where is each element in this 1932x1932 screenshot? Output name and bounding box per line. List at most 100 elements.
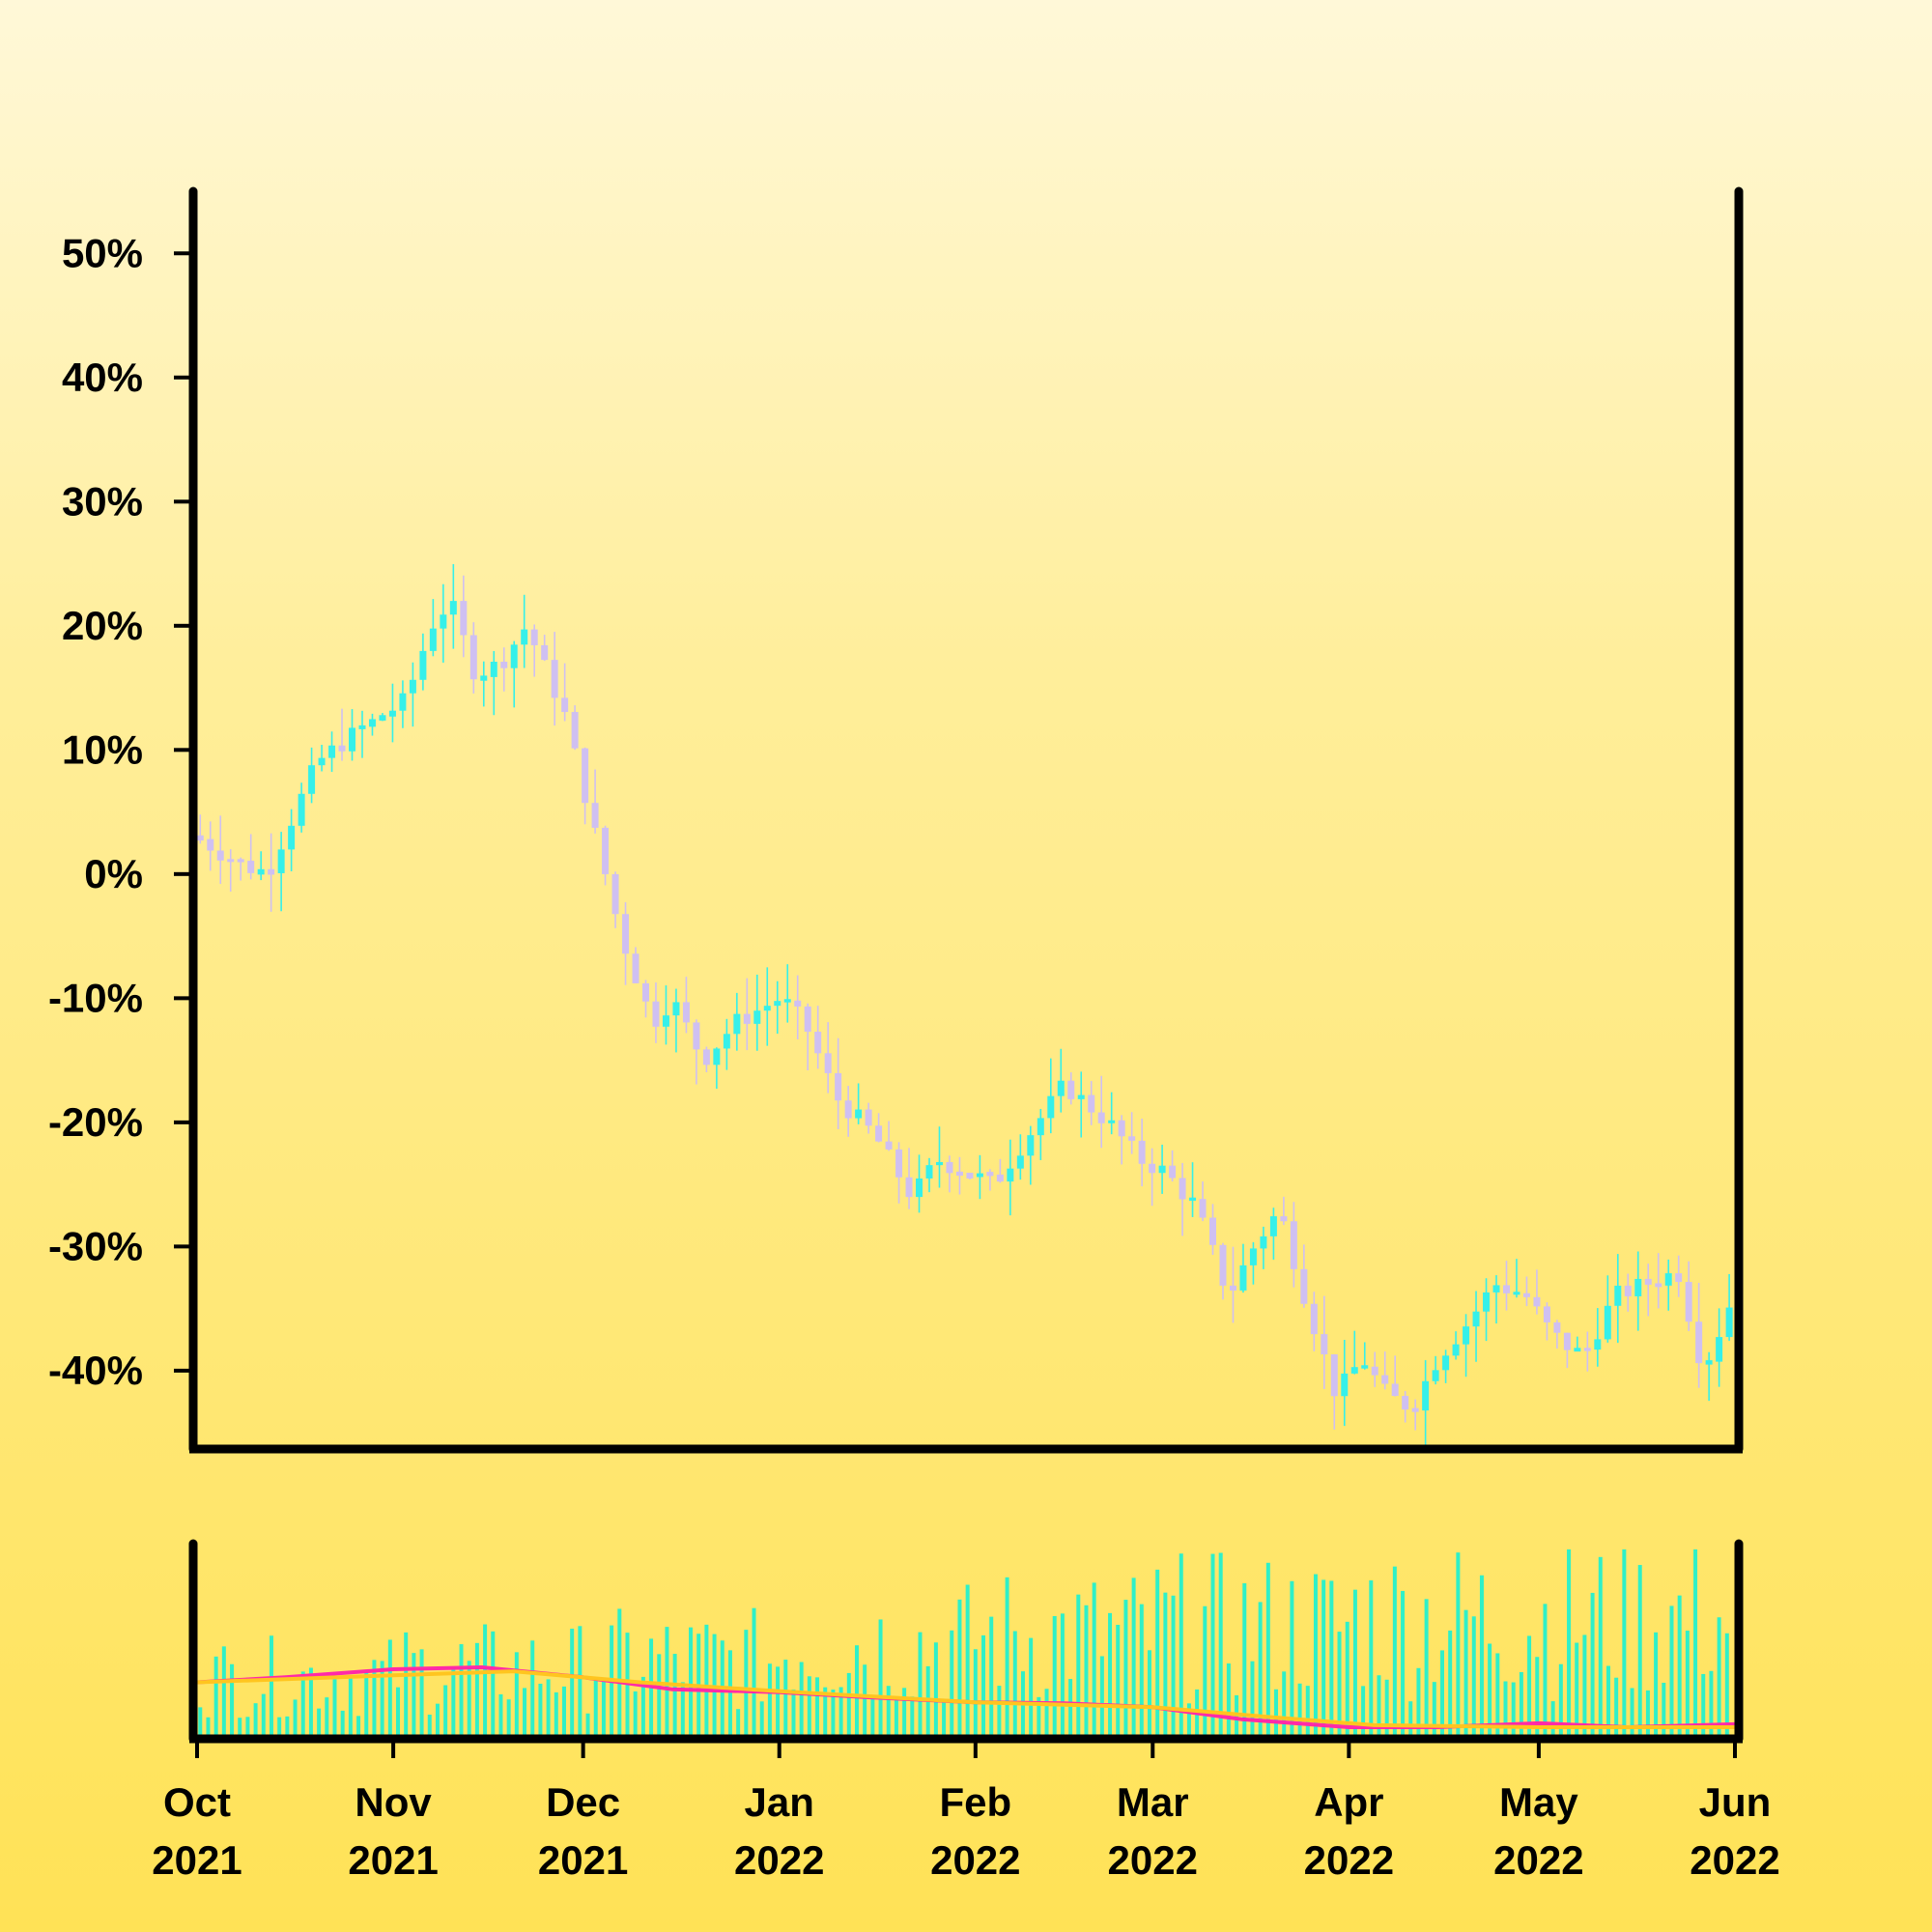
candle-body	[561, 697, 569, 713]
candle-body	[521, 629, 528, 645]
volume-bar	[1345, 1621, 1350, 1735]
volume-bar	[854, 1645, 859, 1735]
candle-body	[1574, 1348, 1581, 1352]
volume-bar	[340, 1710, 345, 1735]
volume-bar	[570, 1628, 575, 1735]
volume-bar	[846, 1672, 851, 1735]
volume-bar	[1669, 1605, 1674, 1735]
volume-bar	[799, 1662, 804, 1735]
candle-body	[1249, 1248, 1257, 1265]
volume-bar	[435, 1703, 440, 1735]
candle-body	[824, 1053, 832, 1073]
volume-bar	[1377, 1675, 1381, 1735]
volume-bar	[870, 1694, 875, 1735]
volume-bar	[1203, 1605, 1208, 1735]
y-tick-label: 0%	[84, 851, 143, 896]
price-panel: 50% 40% 30% 20% 10% 0% -10% -20% -30% -40%	[48, 186, 1744, 1454]
candle-body	[1583, 1348, 1591, 1351]
candle-body	[1695, 1321, 1703, 1364]
candle-body	[388, 710, 396, 717]
candle-body	[277, 849, 285, 873]
x-tick-label-year: 2022	[1108, 1837, 1198, 1883]
candle-body	[1432, 1370, 1439, 1381]
candle-body	[814, 1031, 822, 1054]
candle-body	[358, 724, 366, 729]
x-tick-label-year: 2022	[1304, 1837, 1394, 1883]
candle-body	[1604, 1305, 1611, 1340]
x-tick-label-year: 2022	[1493, 1837, 1583, 1883]
candle-body	[835, 1072, 842, 1101]
candle-body	[530, 629, 538, 645]
candle-body	[622, 914, 630, 954]
candle-body	[399, 693, 407, 711]
volume-bar	[1361, 1686, 1366, 1735]
volume-bar	[269, 1635, 273, 1735]
candle-body	[460, 601, 468, 636]
volume-bar	[451, 1667, 456, 1735]
candle-body	[895, 1149, 903, 1178]
volume-bar	[1155, 1569, 1160, 1735]
volume-bar	[1637, 1565, 1642, 1735]
volume-bar	[640, 1676, 645, 1735]
candle-body	[1149, 1163, 1156, 1174]
volume-bar	[1685, 1631, 1690, 1735]
volume-bar	[245, 1717, 250, 1735]
volume-bar	[1645, 1690, 1650, 1735]
volume-bar	[752, 1607, 756, 1735]
volume-bar	[902, 1688, 907, 1735]
volume-bar	[689, 1627, 694, 1735]
candle-body	[783, 999, 791, 1003]
volume-bar	[308, 1667, 313, 1735]
volume-bar	[1575, 1642, 1579, 1735]
candle-body	[1634, 1278, 1642, 1296]
volume-bar	[1171, 1595, 1176, 1735]
candlestick-series	[196, 563, 1733, 1445]
candle-body	[1341, 1373, 1349, 1397]
candle-body	[1513, 1292, 1520, 1295]
candle-body	[935, 1161, 943, 1166]
volume-bar	[1439, 1650, 1444, 1735]
candle-body	[1037, 1118, 1044, 1136]
volume-bar	[198, 1707, 203, 1735]
volume-bar	[1250, 1661, 1255, 1735]
volume-bar	[894, 1699, 898, 1735]
candle-body	[1502, 1285, 1510, 1293]
candle-body	[733, 1013, 741, 1035]
volume-bar	[1123, 1600, 1128, 1735]
x-tick-label-year: 2022	[734, 1837, 824, 1883]
volume-bar	[886, 1686, 891, 1735]
candle-body	[1047, 1095, 1055, 1119]
volume-bar	[1029, 1637, 1034, 1735]
volume-bar	[767, 1663, 772, 1735]
candle-body	[1472, 1311, 1480, 1327]
volume-bar	[1329, 1580, 1334, 1735]
candle-body	[1492, 1285, 1500, 1293]
volume-bar	[736, 1709, 741, 1735]
volume-bar	[285, 1716, 290, 1735]
volume-bar	[657, 1654, 662, 1735]
volume-bar	[293, 1699, 298, 1735]
volume-bar	[238, 1718, 242, 1735]
candle-body	[1219, 1244, 1227, 1286]
candle-body	[1290, 1221, 1297, 1269]
y-tick-label: -10%	[48, 975, 143, 1020]
candle-body	[662, 1015, 669, 1027]
volume-bar	[672, 1654, 677, 1735]
volume-bar	[1471, 1616, 1476, 1735]
volume-bar	[1384, 1679, 1389, 1735]
candle-body	[469, 635, 477, 680]
volume-bar	[372, 1660, 377, 1735]
candle-body	[571, 712, 579, 749]
volume-bar	[1535, 1657, 1540, 1735]
volume-bar	[933, 1642, 938, 1735]
x-tick-label-month: Dec	[546, 1779, 620, 1825]
candle-body	[368, 719, 376, 727]
volume-bar	[578, 1626, 582, 1735]
candle-body	[237, 859, 244, 863]
volume-bar	[491, 1631, 496, 1735]
volume-bar	[1463, 1609, 1468, 1735]
volume-bar	[1717, 1617, 1721, 1735]
x-tick-label-month: May	[1499, 1779, 1578, 1825]
candle-body	[1027, 1135, 1035, 1156]
